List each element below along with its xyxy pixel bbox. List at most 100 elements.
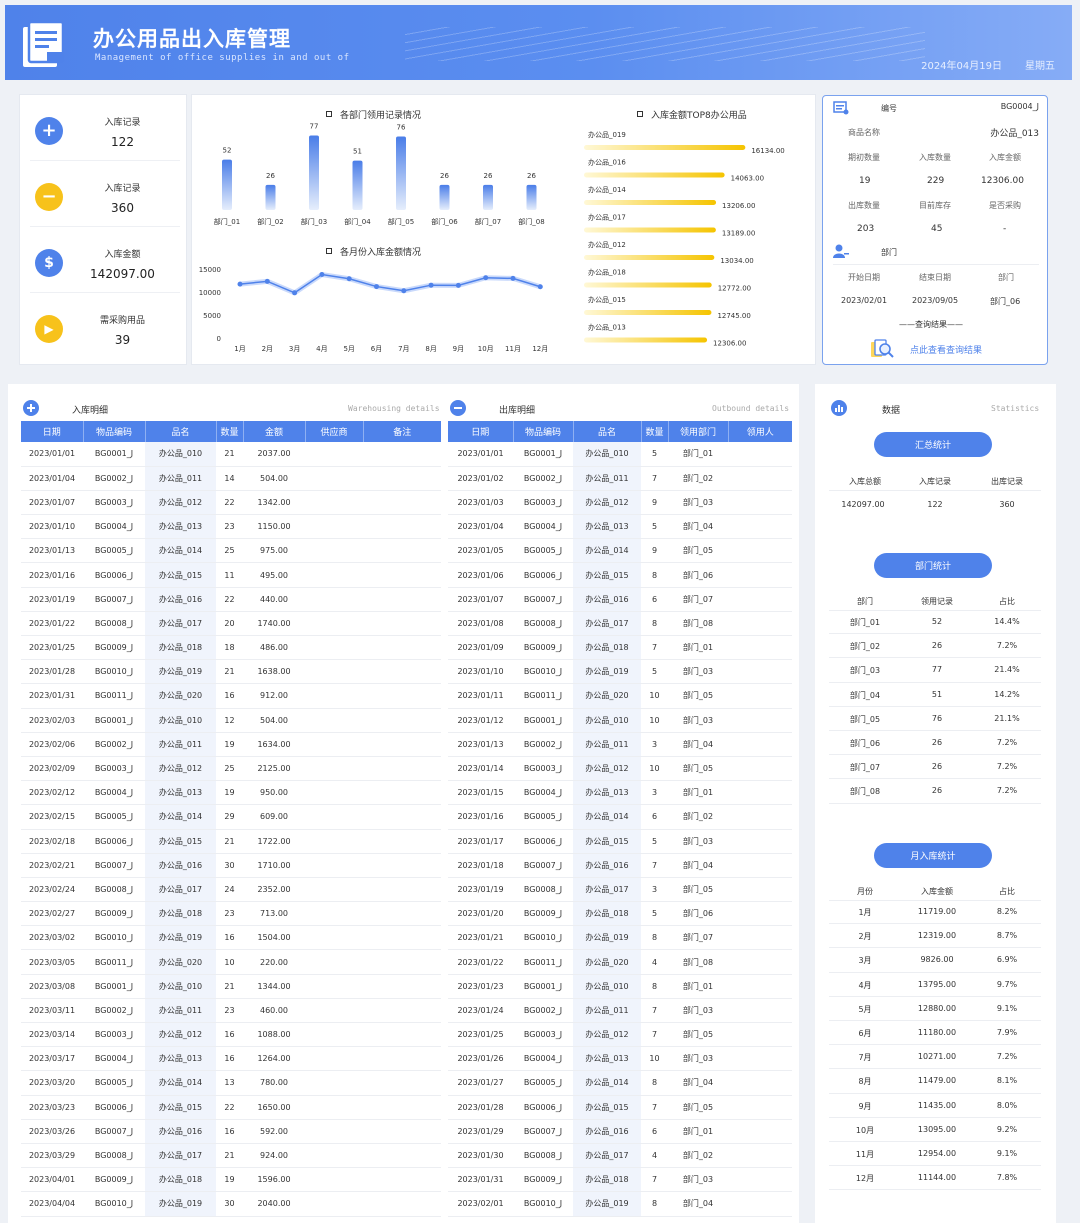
stats-cell: 4月 — [858, 980, 872, 990]
table-row[interactable]: 2023/03/14 BG0003_J 办公品_012 16 1088.00 — [21, 1022, 441, 1048]
table-row[interactable]: 2023/02/12 BG0004_J 办公品_013 19 950.00 — [21, 780, 441, 806]
table-row[interactable]: 2023/01/15 BG0004_J 办公品_013 3 部门_01 — [448, 780, 792, 806]
table-cell: BG0002_J — [513, 732, 573, 757]
table-row[interactable]: 2023/02/09 BG0003_J 办公品_012 25 2125.00 — [21, 756, 441, 782]
summary-header: 入库记录 — [919, 477, 951, 486]
table-row[interactable]: 2023/03/02 BG0010_J 办公品_019 16 1504.00 — [21, 925, 441, 951]
table-row[interactable]: 2023/01/27 BG0005_J 办公品_014 8 部门_04 — [448, 1070, 792, 1096]
table-row[interactable]: 2023/01/01 BG0001_J 办公品_010 5 部门_01 — [448, 442, 792, 467]
table-cell: 2023/01/26 — [448, 1046, 513, 1072]
column-header[interactable]: 日期 — [21, 421, 84, 442]
table-row[interactable]: 2023/01/24 BG0002_J 办公品_011 7 部门_03 — [448, 998, 792, 1024]
name-value[interactable]: 办公品_013 — [990, 129, 1039, 139]
column-header[interactable]: 数量 — [641, 421, 669, 442]
table-row[interactable]: 2023/01/02 BG0002_J 办公品_011 7 部门_02 — [448, 466, 792, 491]
column-header[interactable]: 物品编码 — [513, 421, 574, 442]
table-row[interactable]: 2023/01/31 BG0009_J 办公品_018 7 部门_03 — [448, 1167, 792, 1193]
table-row[interactable]: 2023/01/26 BG0004_J 办公品_013 10 部门_03 — [448, 1046, 792, 1072]
table-row[interactable]: 2023/01/25 BG0003_J 办公品_012 7 部门_05 — [448, 1022, 792, 1048]
column-header[interactable]: 供应商 — [305, 421, 364, 442]
table-row[interactable]: 2023/01/28 BG0006_J 办公品_015 7 部门_05 — [448, 1095, 792, 1120]
table-row[interactable]: 2023/01/06 BG0006_J 办公品_015 8 部门_06 — [448, 562, 792, 588]
table-row[interactable]: 2023/01/14 BG0003_J 办公品_012 10 部门_05 — [448, 756, 792, 782]
table-row[interactable]: 2023/01/22 BG0008_J 办公品_017 20 1740.00 — [21, 611, 441, 637]
table-row[interactable]: 2023/01/23 BG0001_J 办公品_010 8 部门_01 — [448, 974, 792, 999]
table-row[interactable]: 2023/01/31 BG0011_J 办公品_020 16 912.00 — [21, 683, 441, 709]
column-header[interactable]: 金额 — [243, 421, 306, 442]
table-row[interactable]: 2023/01/10 BG0004_J 办公品_013 23 1150.00 — [21, 514, 441, 540]
table-row[interactable]: 2023/02/03 BG0001_J 办公品_010 12 504.00 — [21, 708, 441, 733]
month-header: 入库金额 — [921, 887, 953, 896]
month-stats-button[interactable]: 月入库统计 — [874, 843, 992, 868]
column-header[interactable]: 品名 — [573, 421, 642, 442]
table-row[interactable]: 2023/03/26 BG0007_J 办公品_016 16 592.00 — [21, 1119, 441, 1144]
table-row[interactable]: 2023/01/22 BG0011_J 办公品_020 4 部门_08 — [448, 949, 792, 975]
stats-cell: 52 — [931, 617, 943, 626]
table-row[interactable]: 2023/03/23 BG0006_J 办公品_015 22 1650.00 — [21, 1095, 441, 1120]
table-row[interactable]: 2023/01/07 BG0007_J 办公品_016 6 部门_07 — [448, 587, 792, 612]
table-row[interactable]: 2023/01/30 BG0008_J 办公品_017 4 部门_02 — [448, 1143, 792, 1169]
table-row[interactable]: 2023/01/04 BG0002_J 办公品_011 14 504.00 — [21, 466, 441, 491]
table-row[interactable]: 2023/02/01 BG0010_J 办公品_019 8 部门_04 — [448, 1191, 792, 1217]
table-row[interactable]: 2023/04/04 BG0010_J 办公品_019 30 2040.00 — [21, 1191, 441, 1217]
column-header[interactable]: 备注 — [363, 421, 441, 442]
table-row[interactable]: 2023/01/11 BG0011_J 办公品_020 10 部门_05 — [448, 683, 792, 709]
table-row[interactable]: 2023/02/27 BG0009_J 办公品_018 23 713.00 — [21, 901, 441, 927]
table-row[interactable]: 2023/01/13 BG0005_J 办公品_014 25 975.00 — [21, 538, 441, 564]
table-row[interactable]: 2023/01/21 BG0010_J 办公品_019 8 部门_07 — [448, 925, 792, 951]
id-value[interactable]: BG0004_J — [1000, 102, 1039, 111]
table-row[interactable]: 2023/01/10 BG0010_J 办公品_019 5 部门_03 — [448, 659, 792, 685]
column-header[interactable]: 领用部门 — [668, 421, 729, 442]
column-header[interactable]: 数量 — [216, 421, 244, 442]
view-result-link[interactable]: 点此查看查询结果 — [910, 346, 983, 356]
table-row[interactable]: 2023/01/16 BG0005_J 办公品_014 6 部门_02 — [448, 804, 792, 830]
table-cell: 5 — [641, 442, 668, 467]
table-row[interactable]: 2023/01/05 BG0005_J 办公品_014 9 部门_05 — [448, 538, 792, 564]
table-row[interactable]: 2023/01/19 BG0007_J 办公品_016 22 440.00 — [21, 587, 441, 612]
dept-stats-button[interactable]: 部门统计 — [874, 553, 992, 578]
table-row[interactable]: 2023/03/20 BG0005_J 办公品_014 13 780.00 — [21, 1070, 441, 1096]
table-cell: 1740.00 — [243, 611, 305, 637]
table-row[interactable]: 2023/01/01 BG0001_J 办公品_010 21 2037.00 — [21, 442, 441, 467]
table-cell: 部门_05 — [668, 538, 728, 564]
table-row[interactable]: 2023/02/24 BG0008_J 办公品_017 24 2352.00 — [21, 877, 441, 903]
table-row[interactable]: 2023/01/17 BG0006_J 办公品_015 5 部门_03 — [448, 829, 792, 854]
table-row[interactable]: 2023/01/07 BG0003_J 办公品_012 22 1342.00 — [21, 490, 441, 516]
column-header[interactable]: 领用人 — [728, 421, 792, 442]
month-x-tick-label: 7月 — [398, 345, 409, 353]
table-row[interactable]: 2023/01/13 BG0002_J 办公品_011 3 部门_04 — [448, 732, 792, 757]
end-date-input[interactable]: 2023/09/05 — [912, 296, 959, 305]
table-row[interactable]: 2023/02/21 BG0007_J 办公品_016 30 1710.00 — [21, 853, 441, 878]
table-row[interactable]: 2023/01/25 BG0009_J 办公品_018 18 486.00 — [21, 635, 441, 661]
table-row[interactable]: 2023/03/17 BG0004_J 办公品_013 16 1264.00 — [21, 1046, 441, 1072]
table-row[interactable]: 2023/01/20 BG0009_J 办公品_018 5 部门_06 — [448, 901, 792, 927]
table-row[interactable]: 2023/01/04 BG0004_J 办公品_013 5 部门_04 — [448, 514, 792, 540]
table-cell — [728, 1022, 792, 1048]
table-row[interactable]: 2023/01/09 BG0009_J 办公品_018 7 部门_01 — [448, 635, 792, 661]
table-cell: 22 — [216, 1095, 243, 1120]
table-row[interactable]: 2023/03/29 BG0008_J 办公品_017 21 924.00 — [21, 1143, 441, 1169]
table-row[interactable]: 2023/01/19 BG0008_J 办公品_017 3 部门_05 — [448, 877, 792, 903]
dept-input[interactable]: 部门_06 — [990, 297, 1021, 306]
table-row[interactable]: 2023/01/28 BG0010_J 办公品_019 21 1638.00 — [21, 659, 441, 685]
table-row[interactable]: 2023/01/08 BG0008_J 办公品_017 8 部门_08 — [448, 611, 792, 637]
column-header[interactable]: 物品编码 — [83, 421, 146, 442]
table-row[interactable]: 2023/01/03 BG0003_J 办公品_012 9 部门_03 — [448, 490, 792, 516]
table-row[interactable]: 2023/01/12 BG0001_J 办公品_010 10 部门_03 — [448, 708, 792, 733]
table-row[interactable]: 2023/02/06 BG0002_J 办公品_011 19 1634.00 — [21, 732, 441, 757]
start-date-input[interactable]: 2023/02/01 — [841, 296, 888, 305]
month-point — [346, 276, 352, 282]
table-row[interactable]: 2023/04/01 BG0009_J 办公品_018 19 1596.00 — [21, 1167, 441, 1193]
table-row[interactable]: 2023/01/16 BG0006_J 办公品_015 11 495.00 — [21, 562, 441, 588]
table-row[interactable]: 2023/03/11 BG0002_J 办公品_011 23 460.00 — [21, 998, 441, 1024]
table-row[interactable]: 2023/02/15 BG0005_J 办公品_014 29 609.00 — [21, 804, 441, 830]
table-row[interactable]: 2023/01/29 BG0007_J 办公品_016 6 部门_01 — [448, 1119, 792, 1144]
column-header[interactable]: 日期 — [448, 421, 514, 442]
table-row[interactable]: 2023/03/08 BG0001_J 办公品_010 21 1344.00 — [21, 974, 441, 999]
table-row[interactable]: 2023/02/18 BG0006_J 办公品_015 21 1722.00 — [21, 829, 441, 854]
summary-stats-button[interactable]: 汇总统计 — [874, 432, 992, 457]
table-cell — [363, 925, 441, 951]
table-row[interactable]: 2023/01/18 BG0007_J 办公品_016 7 部门_04 — [448, 853, 792, 878]
column-header[interactable]: 品名 — [145, 421, 217, 442]
table-row[interactable]: 2023/03/05 BG0011_J 办公品_020 10 220.00 — [21, 949, 441, 975]
